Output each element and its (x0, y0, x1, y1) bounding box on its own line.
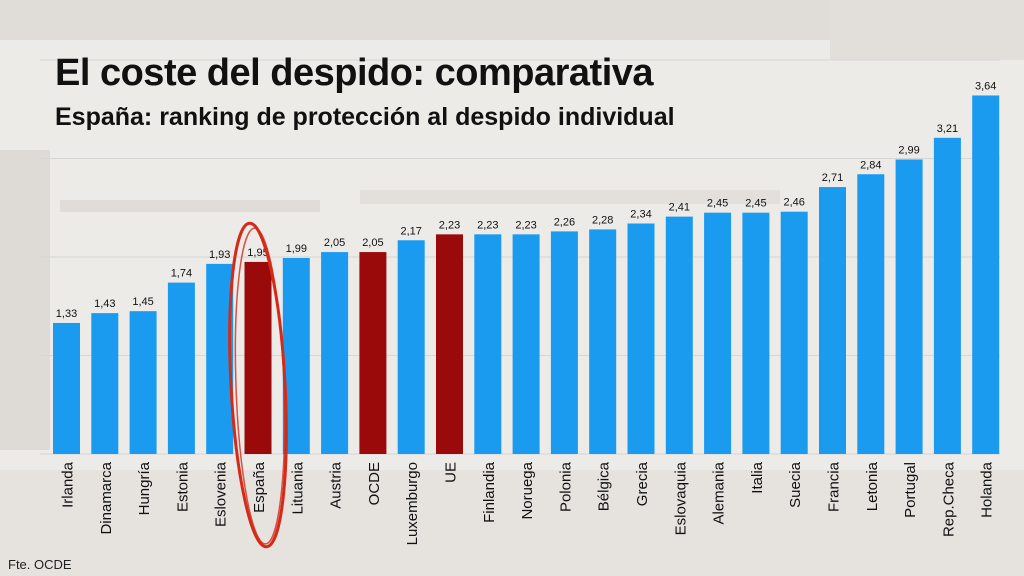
bar-polonia (550, 231, 578, 454)
value-label: 2,23 (515, 219, 536, 231)
category-label: Luxemburgo (404, 462, 421, 545)
value-label: 1,33 (56, 308, 77, 320)
bar-dinamarca (91, 313, 119, 454)
chart-title: El coste del despido: comparativa (55, 52, 654, 94)
category-label: Eslovenia (213, 461, 230, 527)
category-label: Suecia (787, 461, 804, 508)
bar-finlandia (474, 234, 502, 454)
circle-mark (228, 221, 288, 549)
value-label: 2,23 (439, 219, 460, 231)
bar-noruega (512, 234, 540, 454)
bar-b-lgica (589, 229, 617, 454)
category-label: Rep.Checa (940, 461, 957, 537)
category-label: Finlandia (481, 461, 498, 523)
bars (53, 95, 1000, 455)
category-label: Austria (328, 461, 345, 508)
bar-portugal (895, 159, 923, 455)
category-label: Eslovaquia (672, 461, 689, 535)
category-label: Holanda (979, 461, 996, 518)
value-label: 2,23 (477, 219, 498, 231)
bar-austria (321, 252, 349, 454)
bar-eslovaquia (665, 216, 693, 454)
category-labels: Irlanda Dinamarca Hungría Estonia Eslovenia E… (60, 461, 996, 545)
chart-subtitle: España: ranking de protección al despido… (55, 103, 675, 131)
bar-espa-a (244, 261, 272, 454)
category-label: Dinamarca (98, 461, 115, 534)
value-label: 1,74 (171, 268, 192, 280)
category-label: Estonia (174, 461, 191, 512)
bar-irlanda (53, 322, 80, 454)
value-label: 2,46 (783, 197, 804, 209)
bar-luxemburgo (397, 240, 425, 454)
category-label: Italia (749, 461, 766, 493)
bar-letonia (857, 174, 885, 454)
value-label: 2,26 (554, 216, 575, 228)
source-note: Fte. OCDE (8, 557, 72, 572)
highlight-circle (228, 221, 288, 549)
category-label: UE (443, 462, 460, 483)
category-label: Letonia (864, 461, 881, 511)
bar-holanda (972, 95, 1000, 455)
category-label: Lituania (289, 461, 306, 514)
bar-italia (742, 212, 770, 454)
value-label: 2,05 (324, 237, 345, 249)
bar-francia (819, 187, 846, 454)
category-label: Francia (826, 461, 843, 512)
category-label: Grecia (634, 461, 651, 506)
value-label: 2,17 (400, 225, 421, 237)
value-label: 2,45 (707, 198, 728, 210)
value-label: 1,93 (209, 249, 230, 261)
category-label: Portugal (902, 462, 919, 518)
value-labels: 1,33 1,43 1,45 1,74 1,93 1,95 1,99 2,05 2,05 2,17… (56, 80, 997, 320)
value-label: 2,84 (860, 159, 881, 171)
category-label: España (251, 461, 268, 513)
value-label: 2,99 (898, 144, 919, 156)
value-label: 1,43 (94, 298, 115, 310)
category-label: Hungría (136, 461, 153, 515)
bar-ocde (359, 252, 387, 454)
bar-rep-checa (933, 137, 961, 454)
value-label: 3,64 (975, 80, 996, 92)
category-label: Irlanda (60, 461, 77, 508)
category-label: OCDE (366, 462, 383, 505)
value-label: 1,95 (247, 247, 268, 259)
value-label: 1,45 (132, 296, 153, 308)
value-label: 1,99 (286, 243, 307, 255)
bar-grecia (627, 223, 655, 454)
value-label: 2,05 (362, 237, 383, 249)
value-label: 2,28 (592, 214, 613, 226)
category-label: Bélgica (596, 461, 613, 511)
bar-estonia (167, 282, 195, 454)
bar-suecia (780, 211, 808, 454)
category-label: Alemania (711, 461, 728, 524)
category-label: Polonia (557, 461, 574, 512)
bar-ue (436, 234, 463, 454)
value-label: 2,45 (745, 198, 766, 210)
bar-hungr-a (129, 311, 157, 454)
value-label: 2,71 (822, 172, 843, 184)
value-label: 2,34 (630, 209, 651, 221)
value-label: 3,21 (937, 123, 958, 135)
bar-alemania (704, 212, 732, 454)
category-label: Noruega (519, 461, 536, 519)
value-label: 2,41 (669, 202, 690, 214)
circle-mark (234, 227, 286, 545)
